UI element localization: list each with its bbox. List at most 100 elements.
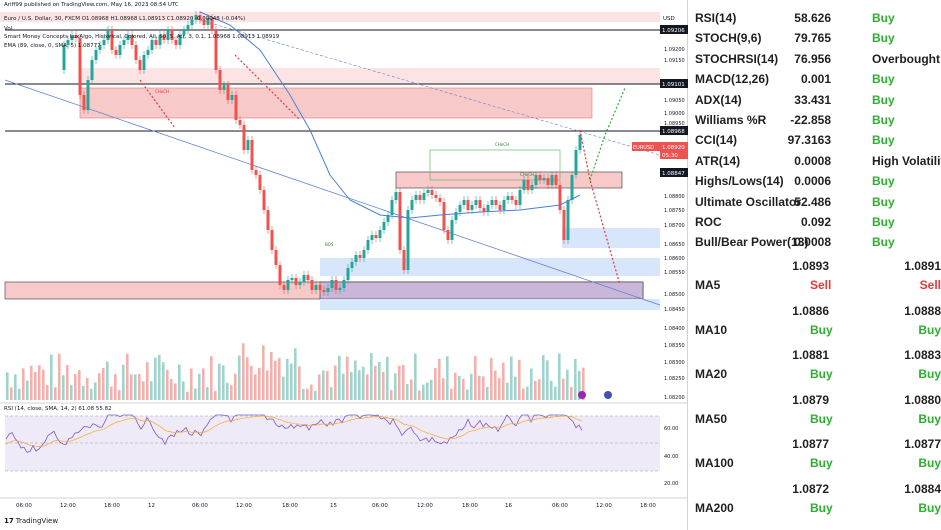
price-axis-label: 1.08800 — [664, 194, 685, 200]
candle-body — [78, 38, 82, 95]
candle-body — [518, 190, 522, 205]
volume-bar — [314, 390, 317, 400]
volume-bar — [238, 355, 241, 400]
volume-bar — [134, 374, 137, 400]
indicator-row: ATR(14) 0.0008 High Volatility — [690, 151, 941, 171]
volume-bar — [274, 360, 277, 400]
indicator-name: Highs/Lows(14) — [695, 174, 784, 189]
volume-bar — [362, 366, 365, 400]
volume-bar — [506, 382, 509, 400]
volume-bar — [178, 364, 181, 400]
ma-exp-action: Sell — [919, 278, 941, 292]
volume-bar — [582, 367, 585, 400]
volume-bar — [458, 375, 461, 400]
volume-bar — [186, 391, 189, 400]
candle-body — [66, 40, 70, 45]
volume-bar — [494, 370, 497, 400]
candle-body — [270, 230, 274, 250]
ma-simple-action: Buy — [810, 456, 833, 470]
price-axis-label: 1.09050 — [664, 98, 685, 104]
svg-text:1.09101: 1.09101 — [662, 82, 685, 88]
indicator-action: Buy — [872, 72, 895, 87]
indicator-row: Ultimate Oscillator 52.486 Buy — [690, 192, 941, 212]
indicator-value: 52.486 — [794, 194, 831, 209]
demand-zone-mid — [320, 258, 660, 276]
ema-legend[interactable]: EMA (89, close, 0, SMA, 5) 1.08777 — [4, 43, 101, 49]
volume-bar — [322, 370, 325, 400]
candle-body — [362, 250, 366, 258]
indicator-value: 0.092 — [800, 215, 831, 229]
volume-bar — [198, 373, 201, 400]
candle-body — [166, 30, 170, 40]
volume-bar — [94, 382, 97, 400]
event-icon[interactable] — [578, 391, 586, 399]
candle-body — [142, 55, 146, 70]
candle-body — [94, 50, 98, 60]
candle-body — [458, 205, 462, 212]
volume-bar — [218, 363, 221, 400]
moving-average-row: MA50 1.0879 Buy 1.0880 Buy — [690, 390, 941, 434]
indicator-action: High Volatility — [872, 153, 941, 168]
demand-zone-bottom-blue — [320, 299, 660, 310]
candle-body — [290, 278, 294, 280]
volume-bar — [150, 381, 153, 400]
candle-body — [514, 200, 518, 205]
indicator-name: Williams %R — [695, 113, 767, 127]
volume-bar — [282, 376, 285, 400]
symbol-legend[interactable]: Euro / U.S. Dollar, 30, FXCM O1.08968 H1… — [4, 16, 246, 22]
candle-body — [130, 35, 134, 45]
volume-bar — [402, 364, 405, 400]
candle-body — [394, 192, 398, 200]
price-axis-label: 1.08750 — [664, 208, 685, 214]
candle-body — [386, 215, 390, 222]
volume-bar — [54, 387, 57, 400]
volume-bar — [6, 372, 9, 400]
candle-body — [278, 265, 282, 285]
volume-bar — [502, 362, 505, 400]
tradingview-logo[interactable]: 17 TradingView — [4, 517, 59, 525]
svg-text:CHoCH: CHoCH — [155, 89, 169, 94]
indicator-action: Buy — [872, 11, 895, 25]
price-axis-label: 1.08200 — [664, 395, 685, 401]
volume-bar — [110, 386, 113, 400]
volume-bar — [58, 353, 61, 400]
candle-body — [450, 220, 454, 240]
candle-body — [562, 210, 566, 240]
price-axis-label: 1.08700 — [664, 223, 685, 229]
indicator-action: Buy — [872, 92, 895, 107]
volume-bar — [214, 391, 217, 400]
volume-bar — [410, 379, 413, 400]
volume-bar — [554, 386, 557, 400]
candle-body — [234, 95, 238, 120]
indicator-name: Bull/Bear Power(13) — [695, 235, 809, 250]
volume-bar — [422, 384, 425, 400]
volume-legend[interactable]: Vol — [4, 26, 13, 32]
volume-bar — [190, 368, 193, 400]
candle-body — [182, 30, 186, 35]
candle-body — [418, 195, 422, 200]
candle-body — [126, 35, 130, 40]
indicator-row: Williams %R -22.858 Buy — [690, 110, 941, 130]
smc-legend[interactable]: Smart Money Concepts LuxAlgo, Historical… — [4, 34, 280, 40]
candle-body — [250, 140, 254, 170]
candle-body — [454, 212, 458, 220]
rsi-legend[interactable]: RSI (14, close, SMA, 14, 2) 61.08 55.82 — [4, 406, 112, 412]
candle-body — [322, 290, 326, 292]
ma-exp-value: 1.0891 — [904, 259, 941, 273]
volume-bar — [538, 379, 541, 400]
chart-area[interactable]: CHoCH CHoCH CHoCH BOS 1.09200 1.09150 1.09… — [0, 0, 688, 530]
ma-exp-value: 1.0883 — [904, 348, 941, 362]
svg-text:1.09206: 1.09206 — [662, 28, 685, 34]
volume-bar — [542, 355, 545, 400]
projection-bearish-1 — [139, 79, 176, 129]
price-axis-label: 1.08350 — [664, 343, 685, 349]
chart-canvas[interactable]: CHoCH CHoCH CHoCH BOS 1.092001.091501.09… — [0, 0, 688, 530]
candle-body — [490, 200, 494, 205]
indicator-value: 76.956 — [794, 51, 831, 66]
candle-body — [154, 40, 158, 45]
candle-body — [506, 196, 510, 200]
volume-bar — [406, 383, 409, 400]
candle-body — [206, 18, 210, 25]
indicator-row: ADX(14) 33.431 Buy — [690, 90, 941, 110]
us-flag-icon[interactable] — [604, 391, 612, 399]
